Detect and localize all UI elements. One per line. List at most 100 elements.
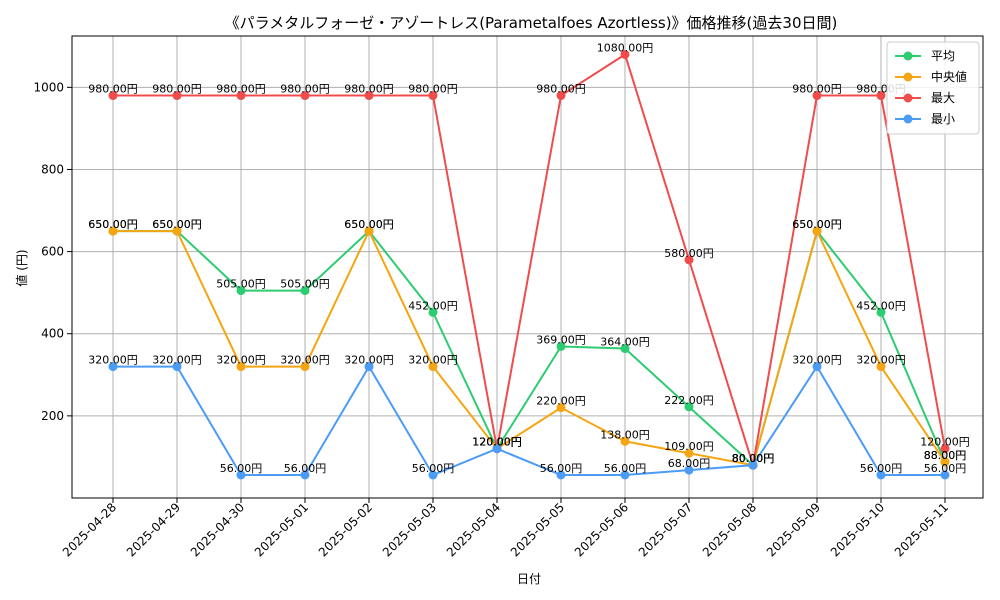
x-tick-label: 2025-05-04 — [444, 500, 503, 559]
series-line-0 — [113, 228, 946, 467]
data-point — [236, 286, 246, 296]
data-label: 120.00円 — [472, 436, 522, 449]
data-point — [300, 362, 310, 372]
legend-marker — [903, 51, 913, 61]
data-point — [492, 444, 502, 454]
data-point — [236, 362, 246, 372]
series-line-2 — [113, 52, 946, 466]
x-tick-label: 2025-04-29 — [124, 500, 183, 559]
data-label: 222.00円 — [664, 394, 714, 407]
data-labels: 650.00円 650.00円 505.00円 505.00円 650.00円 452.0… — [88, 41, 970, 475]
data-label: 56.00円 — [540, 462, 583, 475]
grid — [72, 36, 983, 498]
data-point — [300, 470, 310, 480]
data-point — [172, 226, 182, 236]
data-label: 320.00円 — [344, 354, 394, 367]
data-label: 68.00円 — [668, 457, 711, 470]
data-label: 980.00円 — [344, 83, 394, 96]
data-point — [556, 341, 566, 351]
plot-frame — [71, 35, 984, 499]
data-point — [876, 362, 886, 372]
data-label: 120.00円 — [472, 436, 522, 449]
data-label: 650.00円 — [88, 218, 138, 231]
data-point — [812, 362, 822, 372]
x-tick-label: 2025-04-30 — [188, 500, 247, 559]
y-tick-label: 200 — [41, 409, 64, 423]
y-tick-label: 400 — [41, 327, 64, 341]
data-point — [620, 470, 630, 480]
series-line-1 — [113, 228, 946, 467]
data-label: 320.00円 — [88, 354, 138, 367]
data-label: 980.00円 — [408, 83, 458, 96]
data-label: 650.00円 — [792, 218, 842, 231]
x-tick-label: 2025-05-05 — [508, 500, 567, 559]
data-point — [684, 448, 694, 458]
data-point — [300, 91, 310, 101]
data-label: 369.00円 — [536, 333, 586, 346]
series-line-3 — [113, 364, 945, 477]
data-label: 80.00円 — [732, 452, 775, 465]
data-label: 120.00円 — [472, 436, 522, 449]
data-point — [940, 470, 950, 480]
legend-label: 中央値 — [931, 69, 967, 84]
x-tick-label: 2025-05-06 — [572, 500, 631, 559]
x-tick-label: 2025-05-03 — [380, 500, 439, 559]
data-label: 650.00円 — [344, 218, 394, 231]
data-label: 650.00円 — [152, 218, 202, 231]
data-label: 650.00円 — [88, 218, 138, 231]
data-label: 56.00円 — [860, 462, 903, 475]
data-label: 1080.00円 — [597, 41, 654, 54]
data-label: 80.00円 — [732, 452, 775, 465]
x-tick-label: 2025-05-01 — [252, 500, 311, 559]
data-label: 320.00円 — [280, 354, 330, 367]
data-point — [428, 362, 438, 372]
data-label: 650.00円 — [152, 218, 202, 231]
data-label: 320.00円 — [792, 354, 842, 367]
data-point — [428, 470, 438, 480]
data-label: 364.00円 — [600, 336, 650, 349]
data-label: 980.00円 — [216, 83, 266, 96]
data-point — [108, 226, 118, 236]
data-point — [876, 307, 886, 317]
data-label: 56.00円 — [412, 462, 455, 475]
y-axis-label: 値 (円) — [14, 249, 29, 286]
data-label: 109.00円 — [664, 440, 714, 453]
data-point — [556, 403, 566, 413]
x-tick-label: 2025-04-28 — [60, 500, 119, 559]
data-point — [940, 444, 950, 454]
data-point — [364, 362, 374, 372]
data-point — [364, 226, 374, 236]
data-point — [812, 91, 822, 101]
data-label: 56.00円 — [924, 462, 967, 475]
legend-label: 最小 — [931, 112, 955, 126]
data-label: 505.00円 — [280, 278, 330, 291]
x-tick-label: 2025-05-11 — [892, 500, 951, 559]
legend-label: 最大 — [931, 91, 955, 105]
data-point — [428, 91, 438, 101]
x-tick-label: 2025-05-08 — [700, 500, 759, 559]
data-label: 320.00円 — [152, 354, 202, 367]
x-tick-label: 2025-05-10 — [828, 500, 887, 559]
legend-box — [886, 41, 980, 135]
data-label: 56.00円 — [604, 462, 647, 475]
data-point — [108, 91, 118, 101]
y-tick-label: 1000 — [33, 80, 64, 94]
data-point — [940, 457, 950, 467]
data-label: 138.00円 — [600, 428, 650, 441]
chart-title: 《パラメタルフォーゼ・アゾートレス(Parametalfoes Azortles… — [225, 14, 838, 32]
data-label: 220.00円 — [536, 395, 586, 408]
x-axis-label: 日付 — [517, 572, 541, 586]
y-tick-label: 800 — [41, 162, 64, 176]
data-point — [684, 255, 694, 265]
data-point — [172, 362, 182, 372]
data-label: 650.00円 — [344, 218, 394, 231]
data-label: 80.00円 — [732, 452, 775, 465]
data-label: 980.00円 — [280, 83, 330, 96]
data-point — [556, 470, 566, 480]
x-tick-label: 2025-05-07 — [636, 500, 695, 559]
x-tick-label: 2025-05-02 — [316, 500, 375, 559]
data-label: 452.00円 — [408, 299, 458, 312]
data-label: 120.00円 — [920, 436, 970, 449]
